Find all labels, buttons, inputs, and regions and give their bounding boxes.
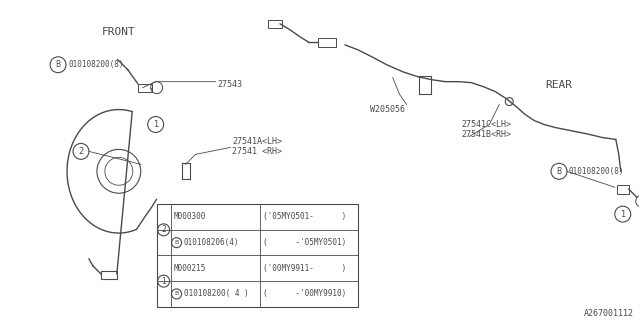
Text: 1: 1 (620, 210, 625, 219)
Text: ('00MY9911-      ): ('00MY9911- ) (263, 264, 346, 273)
Bar (268, 20, 282, 28)
Text: 27543: 27543 (218, 80, 243, 89)
Text: 1: 1 (161, 276, 166, 286)
Text: REAR: REAR (545, 80, 573, 90)
Text: 010108200(8): 010108200(8) (68, 60, 124, 69)
Text: 2: 2 (78, 147, 84, 156)
Text: (      -'05MY0501): ( -'05MY0501) (263, 238, 346, 247)
Text: 27541B<RH>: 27541B<RH> (461, 130, 511, 139)
Text: FRONT: FRONT (102, 27, 136, 37)
Text: M000215: M000215 (173, 264, 206, 273)
Text: (      -'00MY9910): ( -'00MY9910) (263, 289, 346, 299)
Text: 27541C<LH>: 27541C<LH> (461, 120, 511, 129)
Bar (138, 84, 152, 92)
Bar (157, 204, 358, 307)
Text: 27541 <RH>: 27541 <RH> (232, 147, 282, 156)
Text: B: B (56, 60, 61, 69)
Text: B: B (175, 240, 179, 245)
Text: 010108200( 4 ): 010108200( 4 ) (184, 289, 248, 299)
Bar (617, 185, 628, 194)
Text: W205056: W205056 (370, 105, 404, 114)
Bar (101, 271, 117, 279)
Text: ('05MY0501-      ): ('05MY0501- ) (263, 212, 346, 221)
Text: B: B (556, 167, 561, 176)
Text: 2: 2 (161, 225, 166, 234)
Text: 1: 1 (153, 120, 158, 129)
Text: 27541A<LH>: 27541A<LH> (232, 137, 282, 146)
Text: B: B (175, 292, 179, 296)
Bar (318, 38, 336, 47)
Text: 010108206(4): 010108206(4) (184, 238, 239, 247)
Text: A267001112: A267001112 (584, 309, 634, 318)
Text: M000300: M000300 (173, 212, 206, 221)
Text: 010108200(8): 010108200(8) (569, 167, 625, 176)
